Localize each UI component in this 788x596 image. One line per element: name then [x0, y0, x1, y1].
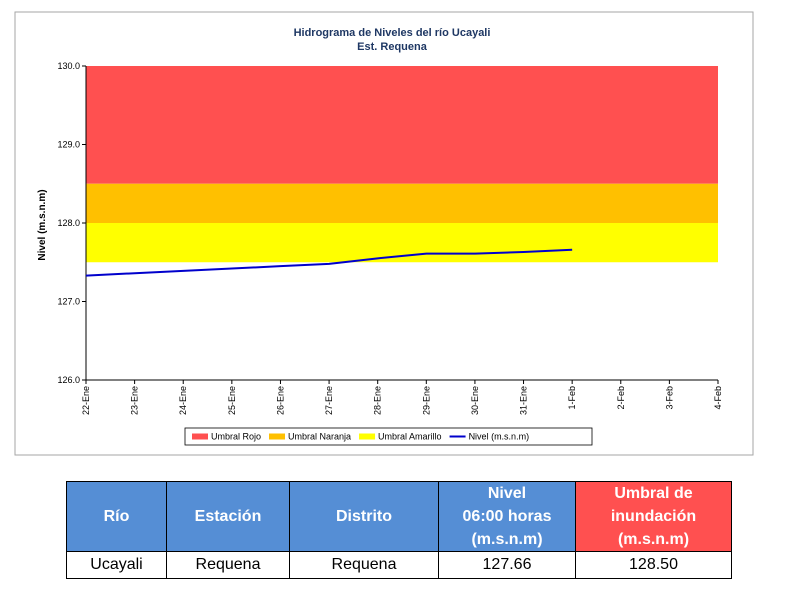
legend-label: Umbral Naranja: [288, 432, 351, 442]
legend-swatch: [359, 433, 376, 440]
y-tick-label: 126.0: [57, 375, 80, 385]
x-tick-label: 27-Ene: [324, 386, 334, 415]
x-tick-label: 3-Feb: [664, 386, 674, 410]
legend-swatch: [192, 433, 208, 440]
x-tick-label: 26-Ene: [275, 386, 285, 415]
chart: Hidrograma de Niveles del río Ucayali Es…: [14, 11, 754, 456]
header-cell: Estación: [166, 481, 290, 552]
header-cell: Umbral de inundación (m.s.n.m): [575, 481, 732, 552]
x-tick-label: 24-Ene: [178, 386, 188, 415]
header-cell: Distrito: [289, 481, 439, 552]
header-text: (m.s.n.m): [471, 531, 543, 548]
cell: Requena: [166, 551, 290, 579]
header-text: Estación: [194, 508, 262, 525]
x-tick-label: 22-Ene: [81, 386, 91, 415]
legend-label: Umbral Amarillo: [378, 432, 442, 442]
table: Río Estación Distrito Nivel 06:00 horas (m.s.…: [66, 481, 732, 579]
legend-box: [184, 427, 593, 446]
x-tick-label: 25-Ene: [227, 386, 237, 415]
cell: 127.66: [438, 551, 576, 579]
threshold-band: [86, 66, 718, 184]
threshold-band: [86, 183, 718, 223]
x-tick-label: 29-Ene: [421, 386, 431, 415]
y-axis-label: Nivel (m.s.n.m): [37, 189, 48, 260]
line-series: [85, 248, 573, 277]
x-tick-label: 2-Feb: [616, 386, 626, 410]
header-text: (m.s.n.m): [617, 531, 690, 548]
y-tick-label: 127.0: [57, 297, 80, 307]
x-tick-label: 23-Ene: [130, 386, 140, 415]
x-tick-label: 30-Ene: [470, 386, 480, 415]
legend-label: Nivel (m.s.n.m): [469, 432, 530, 442]
legend-label: Umbral Rojo: [211, 432, 261, 442]
cell: Requena: [289, 551, 439, 579]
x-tick-label: 1-Feb: [567, 386, 577, 410]
y-tick-label: 129.0: [57, 140, 80, 150]
chart-subtitle: Est. Requena: [357, 41, 428, 53]
header-text: Nivel: [487, 485, 527, 502]
header-text: Umbral de: [614, 485, 693, 502]
header-text: inundación: [610, 508, 697, 525]
header-text: Distrito: [336, 508, 392, 525]
header-cell: Río: [66, 481, 167, 552]
header-text: Río: [103, 508, 130, 525]
chart-title: Hidrograma de Niveles del río Ucayali: [294, 27, 491, 39]
cell: Ucayali: [66, 551, 167, 579]
header-cell: Nivel 06:00 horas (m.s.n.m): [438, 481, 576, 552]
y-tick-label: 128.0: [57, 218, 80, 228]
header-text: 06:00 horas: [462, 508, 552, 525]
legend-swatch: [269, 433, 286, 440]
x-tick-label: 4-Feb: [713, 386, 723, 410]
y-tick-label: 130.0: [57, 61, 80, 71]
x-tick-label: 31-Ene: [519, 386, 529, 415]
x-tick-label: 28-Ene: [373, 386, 383, 415]
cell: 128.50: [575, 551, 732, 579]
